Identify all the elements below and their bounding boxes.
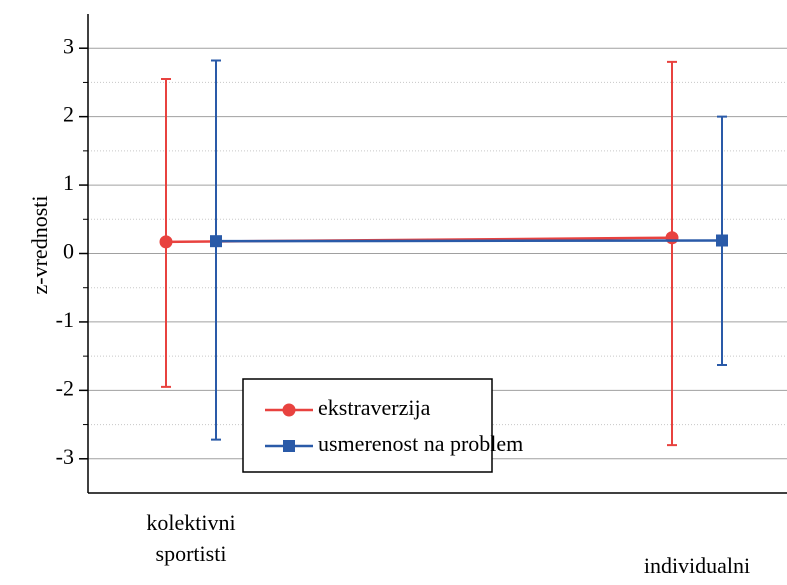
error-bar <box>161 78 171 388</box>
legend-marker <box>283 440 295 452</box>
y-axis-label: z-vrednosti <box>27 196 52 295</box>
y-tick-label: -1 <box>56 307 74 332</box>
y-tick-label: -3 <box>56 444 74 469</box>
x-tick-label: kolektivni sportisti <box>146 510 235 566</box>
legend-box <box>242 378 493 473</box>
y-tick-label: 1 <box>63 170 74 195</box>
y-tick-label: 0 <box>63 239 74 264</box>
series-line <box>215 239 723 243</box>
marker <box>665 231 679 245</box>
legend-label: usmerenost na problem <box>318 431 523 456</box>
y-tick-label: -2 <box>56 375 74 400</box>
error-bar <box>211 59 221 441</box>
marker <box>210 235 222 248</box>
x-tick-label: individualnisportisti <box>644 553 750 585</box>
y-tick-label: 2 <box>63 102 74 127</box>
y-tick-label: 3 <box>63 33 74 58</box>
legend-marker <box>282 403 296 417</box>
legend-label: ekstraverzija <box>318 395 431 420</box>
error-bar <box>667 60 677 447</box>
marker <box>716 234 728 247</box>
marker <box>159 235 173 249</box>
